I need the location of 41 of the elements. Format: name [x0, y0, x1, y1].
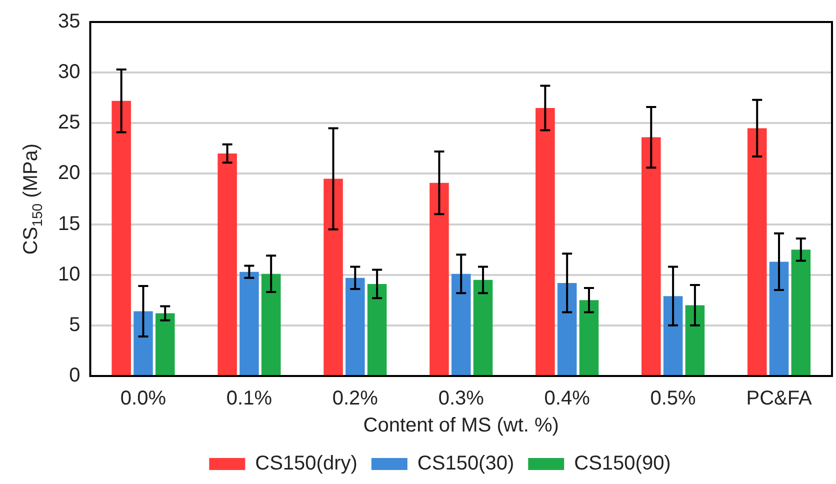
bar	[536, 108, 555, 375]
bar	[451, 274, 471, 375]
bar	[579, 300, 599, 375]
x-tick-label: 0.4%	[544, 388, 590, 410]
bar	[663, 296, 683, 375]
y-tick-label: 5	[69, 314, 80, 336]
x-tick-label: 0.3%	[438, 388, 484, 410]
bar	[473, 280, 493, 375]
bar	[685, 305, 705, 375]
y-tick-label: 10	[58, 263, 80, 286]
bar	[155, 313, 175, 375]
x-axis-title: Content of MS (wt. %)	[363, 414, 559, 437]
y-tick-label: 0	[69, 364, 80, 387]
x-tick-label: 0.0%	[120, 388, 166, 410]
bar	[218, 153, 237, 375]
y-tick-label: 35	[58, 10, 80, 33]
bar	[557, 282, 577, 375]
bar	[134, 311, 153, 375]
x-tick-label: 0.5%	[650, 388, 696, 410]
bar	[367, 284, 387, 375]
x-tick-label: 0.2%	[332, 388, 378, 410]
y-tick-label: 15	[58, 212, 80, 235]
bar	[261, 274, 281, 375]
x-tick-label: 0.1%	[226, 388, 272, 410]
y-tick-label: 20	[58, 162, 80, 184]
legend-label: CS150(dry)	[255, 452, 358, 475]
bar	[769, 262, 789, 375]
legend-label: CS150(30)	[417, 452, 514, 475]
bar	[324, 178, 343, 375]
y-tick-label: 25	[58, 112, 80, 134]
bar	[240, 272, 259, 375]
x-tick-label: PC&FA	[746, 388, 812, 410]
bar	[346, 278, 365, 375]
bar	[747, 128, 767, 375]
legend-label: CS150(90)	[574, 452, 671, 475]
y-axis-title: CS150 (MPa)	[20, 143, 45, 255]
bar	[642, 137, 661, 375]
bar	[112, 100, 131, 375]
y-tick-label: 30	[58, 61, 80, 84]
bar	[791, 250, 811, 375]
bar	[430, 182, 449, 375]
